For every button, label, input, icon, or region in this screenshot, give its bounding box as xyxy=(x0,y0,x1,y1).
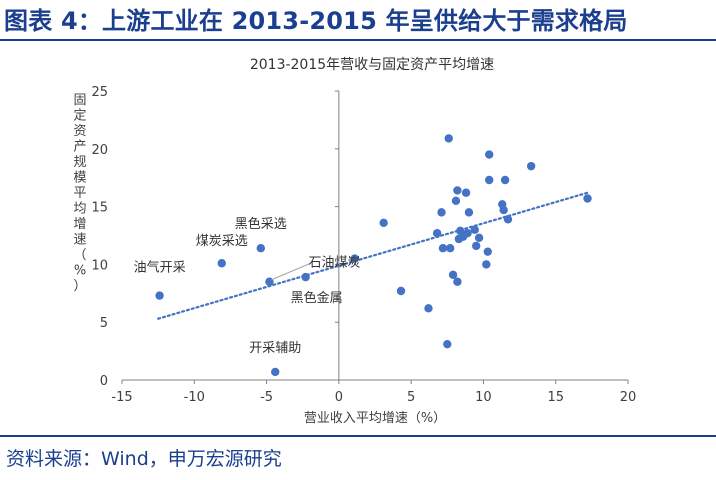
chart-title: 2013-2015年营收与固定资产平均增速 xyxy=(250,57,494,73)
annotation-label: 黑色采选 xyxy=(235,216,287,232)
scatter-point xyxy=(217,259,226,268)
annotation-label: 煤炭采选 xyxy=(196,234,248,249)
scatter-point xyxy=(350,254,359,263)
annotation-label: 黑色金属 xyxy=(291,290,343,306)
scatter-point xyxy=(271,367,280,377)
y-tick-label: 15 xyxy=(91,201,108,216)
scatter-point xyxy=(453,186,462,195)
scatter-point xyxy=(432,228,442,238)
scatter-point xyxy=(485,150,494,159)
scatter-point xyxy=(503,215,513,224)
scatter-point xyxy=(443,339,452,349)
scatter-point xyxy=(583,194,592,203)
y-tick-label: 0 xyxy=(100,374,108,389)
scatter-point xyxy=(463,228,472,238)
y-tick-label: 25 xyxy=(91,85,108,100)
scatter-point xyxy=(526,161,536,171)
scatter-point xyxy=(438,244,448,253)
scatter-point xyxy=(461,188,471,197)
annotation-label: 开采辅助 xyxy=(249,341,301,356)
scatter-point xyxy=(483,247,492,256)
scatter-point xyxy=(396,286,406,296)
x-tick-label: 20 xyxy=(620,390,637,405)
scatter-point xyxy=(379,218,388,227)
annotation-label: 油气开采 xyxy=(134,260,186,276)
x-tick-label: 5 xyxy=(407,390,415,405)
scatter-point xyxy=(472,241,481,251)
scatter-point xyxy=(499,205,508,215)
x-tick-label: -10 xyxy=(184,390,205,405)
scatter-point xyxy=(482,260,491,269)
scatter-point xyxy=(500,175,510,185)
y-tick-label: 20 xyxy=(91,143,108,158)
x-tick-label: 15 xyxy=(547,390,564,405)
scatter-point xyxy=(445,244,455,253)
scatter-point xyxy=(453,277,462,286)
scatter-chart: 2013-2015年营收与固定资产平均增速 -15 -10 -5 0 5 10 15 20 0 5 1… xyxy=(73,57,637,426)
y-axis-title: 固定资产规模平均增速（%） xyxy=(73,93,86,294)
scatter-point xyxy=(424,304,433,313)
annotation-leader xyxy=(271,263,310,281)
x-axis-title: 营业收入平均增速（%） xyxy=(304,411,446,426)
scatter-point xyxy=(474,233,484,243)
scatter-point xyxy=(444,134,453,143)
scatter-point xyxy=(437,208,446,217)
scatter-point xyxy=(470,225,479,234)
scatter-point xyxy=(464,208,474,217)
scatter-point xyxy=(451,196,461,206)
scatter-point xyxy=(265,277,274,286)
y-tick-label: 5 xyxy=(100,316,108,331)
x-tick-label: -5 xyxy=(260,390,273,405)
trendline xyxy=(157,191,589,320)
figure-title: 图表 4：上游工业在 2013-2015 年呈供给大于需求格局 xyxy=(4,7,628,35)
title-divider xyxy=(0,39,716,41)
scatter-point xyxy=(256,244,265,253)
source-note: 资料来源：Wind，申万宏源研究 xyxy=(6,448,282,470)
x-tick-label: -15 xyxy=(111,390,132,405)
y-tick-label: 10 xyxy=(91,258,108,273)
x-tick-label: 10 xyxy=(475,390,492,405)
source-divider xyxy=(0,435,716,437)
scatter-point xyxy=(155,291,164,300)
scatter-point xyxy=(448,270,458,280)
x-tick-label: 0 xyxy=(335,390,343,405)
scatter-point xyxy=(485,175,494,185)
annotation-label: 石油煤炭 xyxy=(308,256,360,271)
scatter-point xyxy=(301,272,310,282)
